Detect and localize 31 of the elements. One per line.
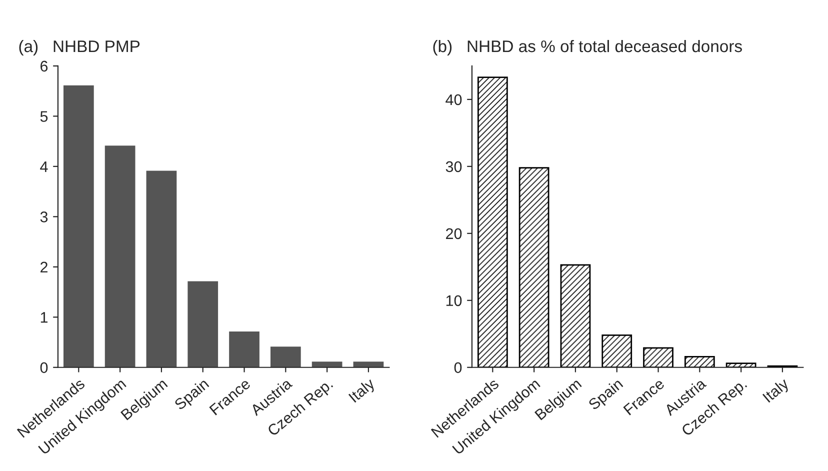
y-tick-label: 2	[40, 262, 48, 272]
bar	[643, 347, 674, 368]
chart-title: (a) NHBD PMP	[19, 40, 140, 56]
bar	[684, 356, 715, 368]
bar	[602, 334, 632, 368]
y-tick-label: 3	[40, 212, 48, 222]
x-tick-label: Italy	[348, 377, 378, 406]
x-tick-label: Italy	[762, 377, 792, 406]
bar	[229, 332, 260, 368]
y-tick-label: 5	[40, 111, 48, 122]
bar	[518, 167, 550, 368]
bar	[188, 281, 218, 368]
y-tick-label: 4	[40, 161, 48, 172]
y-tick-label: 6	[40, 60, 48, 72]
bar	[353, 362, 384, 368]
bar	[104, 146, 136, 368]
y-tick-label: 0	[40, 362, 48, 374]
bar	[726, 362, 756, 368]
y-tick-label: 10	[446, 295, 462, 306]
chart-title: (b) NHBD as % of total deceased donors	[433, 40, 742, 56]
y-tick-label: 40	[446, 94, 462, 106]
y-tick-label: 30	[446, 161, 462, 172]
bar	[63, 85, 94, 368]
y-tick-label: 1	[40, 312, 48, 323]
bar	[477, 76, 508, 368]
bar	[270, 346, 301, 368]
bar	[312, 362, 342, 368]
bar	[146, 170, 177, 368]
bar	[560, 264, 591, 368]
y-tick-label: 20	[446, 228, 462, 240]
y-tick-label: 0	[454, 362, 462, 374]
